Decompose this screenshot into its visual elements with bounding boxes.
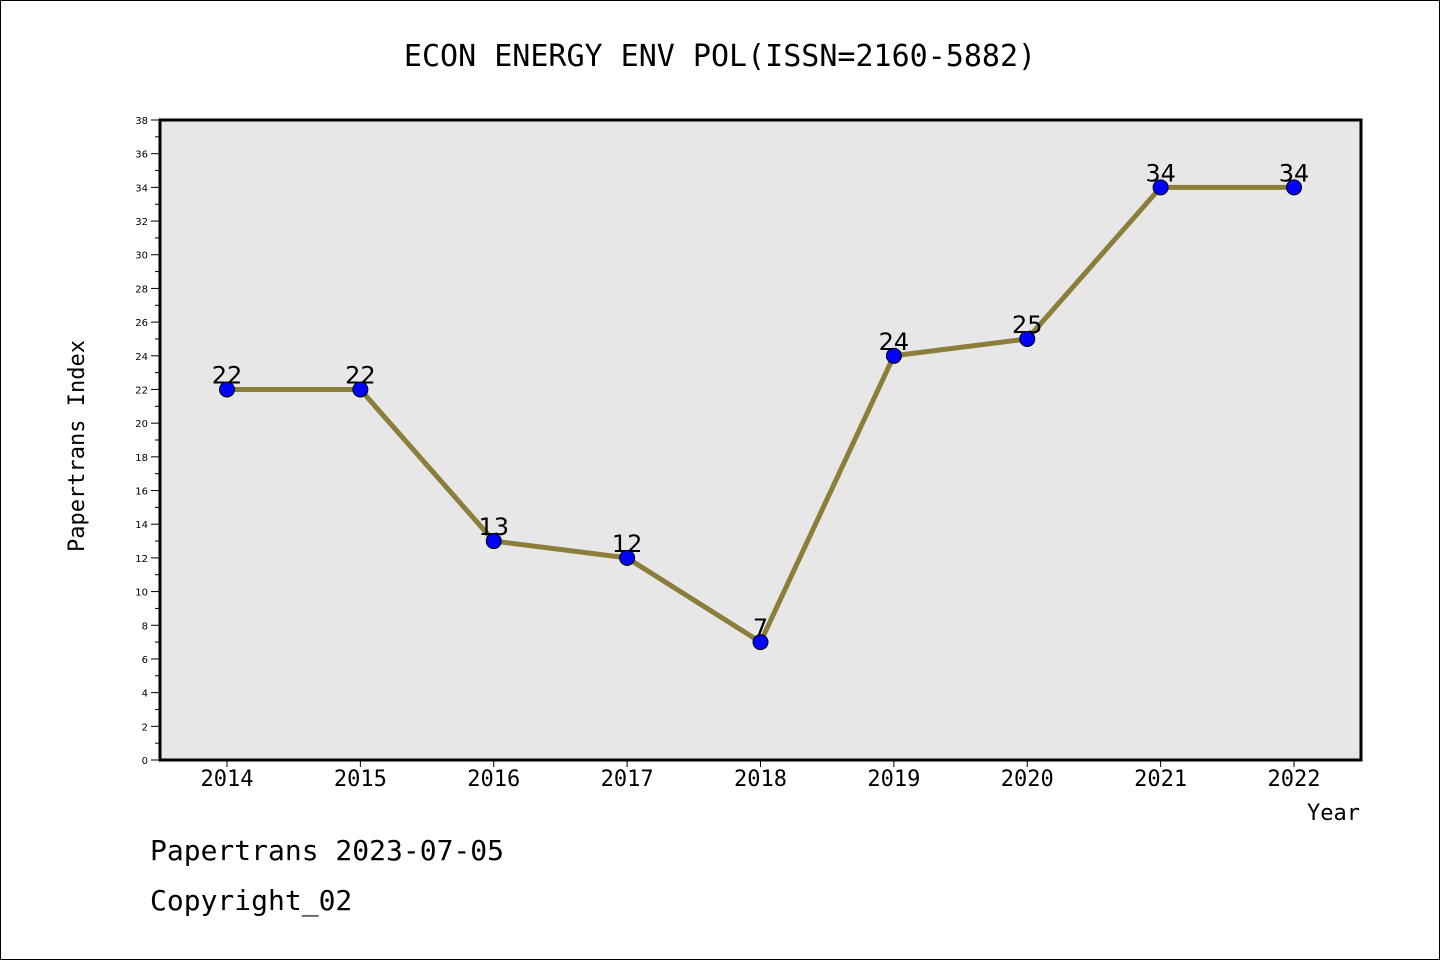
x-tick-label: 2014 xyxy=(201,767,254,792)
y-tick-label: 2 xyxy=(142,722,148,733)
data-point xyxy=(485,533,502,550)
x-tick-label: 2018 xyxy=(734,767,787,792)
y-tick-label: 10 xyxy=(135,588,148,599)
y-tick-label: 24 xyxy=(135,352,148,363)
y-tick-label: 32 xyxy=(135,217,148,228)
data-label: 25 xyxy=(1012,311,1043,339)
data-label: 12 xyxy=(612,530,643,558)
y-tick-label: 30 xyxy=(135,251,148,262)
y-tick-label: 18 xyxy=(135,453,148,464)
data-point xyxy=(352,381,369,398)
footer-date: Papertrans 2023-07-05 xyxy=(150,834,505,867)
data-labels: 22 22 13 12 7 24 25 34 34 xyxy=(212,159,1310,642)
y-tick-label: 36 xyxy=(135,150,148,161)
x-tick-label: 2016 xyxy=(467,767,520,792)
y-tick-label: 34 xyxy=(135,183,148,194)
x-axis: 2014 2015 2016 2017 2018 2019 2020 2021 2022 xyxy=(201,760,1321,792)
y-tick-label: 20 xyxy=(135,419,148,430)
y-tick-label: 4 xyxy=(142,689,148,700)
data-label: 22 xyxy=(212,361,243,389)
y-axis-label: Papertrans Index xyxy=(65,340,90,552)
y-tick-label: 14 xyxy=(135,520,148,531)
data-label: 34 xyxy=(1145,159,1176,187)
y-tick-label: 6 xyxy=(142,655,148,666)
y-tick-label: 38 xyxy=(135,116,148,127)
data-label: 24 xyxy=(879,328,910,356)
data-label: 34 xyxy=(1279,159,1310,187)
data-label: 22 xyxy=(345,361,376,389)
data-markers xyxy=(219,179,1302,651)
y-tick-label: 28 xyxy=(135,284,148,295)
y-tick-label: 8 xyxy=(142,621,148,632)
y-tick-label: 16 xyxy=(135,487,148,498)
data-point xyxy=(1286,179,1302,196)
x-tick-label: 2022 xyxy=(1268,767,1321,792)
x-tick-label: 2017 xyxy=(601,767,654,792)
y-tick-label: 26 xyxy=(135,318,148,329)
x-axis-label: Year xyxy=(1307,801,1360,826)
data-point xyxy=(619,549,636,566)
x-tick-label: 2021 xyxy=(1134,767,1187,792)
y-tick-label: 22 xyxy=(135,385,148,396)
y-tick-label: 0 xyxy=(142,756,148,767)
x-tick-label: 2019 xyxy=(867,767,920,792)
x-tick-label: 2015 xyxy=(334,767,387,792)
data-point xyxy=(885,347,902,364)
data-label: 7 xyxy=(753,614,768,642)
footer-copyright: Copyright_02 xyxy=(150,884,353,917)
plot-area xyxy=(158,118,1363,762)
data-point xyxy=(219,381,235,398)
data-point xyxy=(1152,179,1169,196)
data-point xyxy=(1019,330,1036,347)
data-point xyxy=(752,634,769,651)
chart-title: ECON ENERGY ENV POL(ISSN=2160-5882) xyxy=(404,39,1036,74)
y-tick-label: 12 xyxy=(135,554,148,565)
data-label: 13 xyxy=(478,513,509,541)
x-tick-label: 2020 xyxy=(1001,767,1054,792)
